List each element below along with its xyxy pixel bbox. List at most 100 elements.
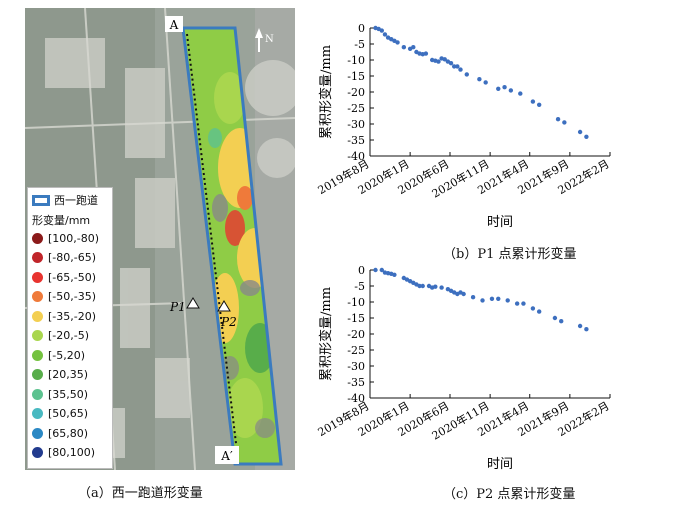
data-point bbox=[584, 134, 589, 139]
legend: 西一跑道 形变量/mm [100,-80) [-80,-65) [-65,-50) [… bbox=[27, 187, 113, 469]
data-point bbox=[483, 80, 488, 85]
legend-item-label: [80,100) bbox=[48, 446, 96, 459]
y-tick-label: -5 bbox=[354, 280, 365, 293]
legend-item-label: [-5,20) bbox=[48, 348, 86, 362]
data-point bbox=[417, 283, 422, 289]
legend-swatch bbox=[32, 291, 43, 302]
caption-c: （c）P2 点累计形变量 bbox=[443, 487, 576, 502]
legend-item: [65,80) bbox=[32, 425, 88, 441]
profile-line bbox=[186, 33, 239, 461]
data-point bbox=[448, 61, 454, 66]
legend-item-label: [-80,-65) bbox=[48, 251, 97, 264]
legend-item: [-5,20) bbox=[32, 347, 85, 363]
y-tick-label: -15 bbox=[347, 70, 365, 83]
data-point bbox=[442, 57, 447, 62]
data-point bbox=[470, 295, 476, 300]
y-tick-label: -15 bbox=[347, 312, 365, 325]
data-point bbox=[536, 102, 542, 108]
caption-b: （b）P1 点累计形变量 bbox=[443, 247, 577, 262]
data-point bbox=[455, 64, 460, 69]
legend-item-label: [-50,-35) bbox=[48, 290, 97, 303]
legend-item: [-20,-5) bbox=[32, 328, 89, 344]
legend-title-row: 西一跑道 bbox=[32, 192, 98, 208]
chart-p1: 0-5-10-15-20-25-30-35-402019年8月2020年1月20… bbox=[315, 22, 611, 230]
data-point bbox=[584, 327, 589, 332]
data-point bbox=[489, 296, 495, 301]
legend-item: [80,100) bbox=[32, 445, 95, 461]
y-tick-label: -30 bbox=[347, 360, 365, 373]
data-point bbox=[439, 285, 444, 290]
north-label: N bbox=[265, 34, 274, 45]
data-point bbox=[518, 91, 523, 96]
data-point bbox=[505, 298, 510, 303]
data-point bbox=[451, 64, 457, 69]
y-tick-label: -20 bbox=[347, 328, 365, 341]
legend-item: [-65,-50) bbox=[32, 269, 96, 285]
legend-item-label: [100,-80) bbox=[48, 231, 100, 245]
label-p2: P2 bbox=[220, 315, 237, 329]
data-point bbox=[521, 301, 526, 306]
y-axis-label: 累积形变量/mm bbox=[318, 45, 334, 139]
data-point bbox=[373, 267, 378, 273]
legend-swatch bbox=[32, 447, 43, 458]
legend-title: 西一跑道 bbox=[54, 194, 98, 207]
data-point bbox=[436, 59, 441, 64]
data-point bbox=[382, 32, 388, 37]
y-tick-label: -10 bbox=[347, 296, 365, 309]
y-tick-label: -35 bbox=[347, 376, 365, 389]
data-point bbox=[577, 129, 583, 135]
data-point bbox=[555, 117, 561, 122]
data-point bbox=[379, 28, 385, 33]
data-point bbox=[401, 45, 407, 50]
legend-item: [-50,-35) bbox=[32, 289, 96, 305]
legend-swatch bbox=[32, 310, 43, 322]
data-point bbox=[496, 86, 501, 92]
y-tick-label: 0 bbox=[358, 264, 365, 277]
data-point bbox=[395, 40, 400, 45]
data-point bbox=[379, 267, 385, 273]
legend-swatch bbox=[32, 271, 43, 283]
label-a-prime: A′ bbox=[220, 449, 233, 463]
legend-item-label: [-65,-50) bbox=[48, 270, 97, 284]
label-p1: P1 bbox=[169, 300, 186, 314]
legend-item: [-80,-65) bbox=[32, 250, 96, 266]
p2-marker bbox=[217, 300, 231, 312]
y-tick-label: 0 bbox=[358, 22, 365, 35]
y-tick-label: -10 bbox=[347, 54, 365, 67]
y-tick-label: -40 bbox=[347, 150, 365, 163]
data-point bbox=[477, 77, 482, 82]
y-tick-label: -35 bbox=[347, 134, 365, 147]
legend-item-label: [20,35) bbox=[48, 368, 89, 381]
data-point bbox=[411, 45, 416, 50]
legend-swatch bbox=[32, 427, 43, 439]
label-a-prime-box bbox=[215, 446, 239, 464]
legend-item: [-35,-20) bbox=[32, 308, 96, 324]
data-point bbox=[480, 298, 485, 303]
y-tick-label: -40 bbox=[347, 392, 365, 405]
runway-outline-swatch bbox=[32, 194, 50, 206]
label-a: A bbox=[169, 18, 179, 32]
legend-item: [20,35) bbox=[32, 367, 88, 383]
legend-swatch bbox=[32, 252, 43, 263]
label-a-box bbox=[165, 16, 183, 32]
data-point bbox=[577, 323, 583, 329]
legend-swatch bbox=[32, 388, 43, 400]
legend-swatch bbox=[32, 369, 43, 380]
p1-marker bbox=[186, 297, 200, 309]
legend-item-label: [50,65) bbox=[48, 407, 89, 420]
x-axis-label: 时间 bbox=[487, 215, 513, 230]
data-point bbox=[423, 51, 429, 56]
legend-item-label: [-20,-5) bbox=[48, 329, 90, 342]
y-tick-label: -30 bbox=[347, 118, 365, 131]
legend-swatch bbox=[32, 349, 43, 361]
data-point bbox=[458, 67, 463, 72]
data-point bbox=[530, 306, 536, 311]
data-point bbox=[433, 284, 438, 289]
data-point bbox=[496, 296, 501, 301]
data-point bbox=[530, 99, 536, 104]
legend-subtitle: 形变量/mm bbox=[32, 214, 91, 227]
data-point bbox=[464, 72, 469, 77]
data-point bbox=[392, 272, 397, 277]
legend-item: [35,50) bbox=[32, 386, 88, 402]
data-point bbox=[420, 283, 425, 289]
